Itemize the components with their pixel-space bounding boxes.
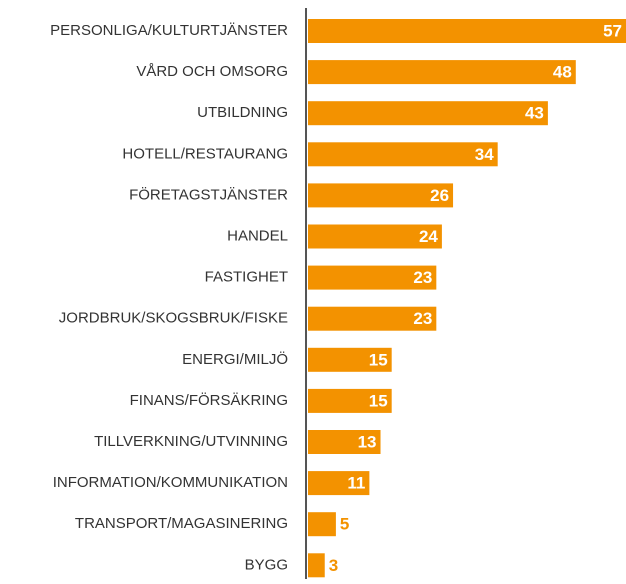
bar: [308, 142, 498, 167]
category-label: PERSONLIGA/KULTURTJÄNSTER: [50, 22, 288, 39]
category-label: BYGG: [245, 556, 288, 573]
bar: [308, 183, 454, 208]
bar: [308, 388, 392, 413]
category-label: FINANS/FÖRSÄKRING: [130, 391, 288, 409]
bar: [308, 101, 548, 126]
bar: [308, 347, 392, 372]
value-label: 23: [413, 309, 432, 328]
category-label: TILLVERKNING/UTVINNING: [94, 433, 288, 450]
category-label: FÖRETAGSTJÄNSTER: [129, 185, 288, 203]
value-label: 11: [347, 474, 365, 493]
bar: [308, 430, 381, 454]
bar: [308, 471, 370, 496]
category-label: JORDBRUK/SKOGSBRUK/FISKE: [59, 310, 288, 327]
value-label: 23: [413, 268, 432, 287]
value-label: 43: [525, 104, 544, 123]
value-label: 34: [475, 145, 494, 164]
category-label: FASTIGHET: [205, 269, 288, 286]
value-label: 57: [603, 21, 622, 40]
bar: [308, 265, 437, 290]
value-label: 26: [430, 186, 449, 205]
bar: [308, 224, 442, 249]
value-label: 3: [329, 556, 338, 575]
category-label: UTBILDNING: [197, 104, 288, 121]
value-label: 5: [340, 515, 349, 534]
bar: [308, 512, 336, 537]
category-label: INFORMATION/KOMMUNIKATION: [53, 474, 288, 491]
value-label: 24: [419, 227, 438, 246]
bar: [308, 19, 626, 43]
category-label: HANDEL: [227, 227, 288, 244]
value-label: 48: [553, 63, 572, 82]
bar: [308, 60, 576, 85]
bar: [308, 306, 437, 331]
bar: [308, 553, 325, 578]
value-label: 15: [369, 350, 388, 369]
category-label: VÅRD OCH OMSORG: [136, 63, 288, 80]
category-label: TRANSPORT/MAGASINERING: [75, 515, 288, 532]
category-label: ENERGI/MILJÖ: [182, 350, 288, 368]
value-label: 13: [358, 432, 377, 451]
value-label: 15: [369, 391, 388, 410]
category-label: HOTELL/RESTAURANG: [122, 145, 288, 162]
